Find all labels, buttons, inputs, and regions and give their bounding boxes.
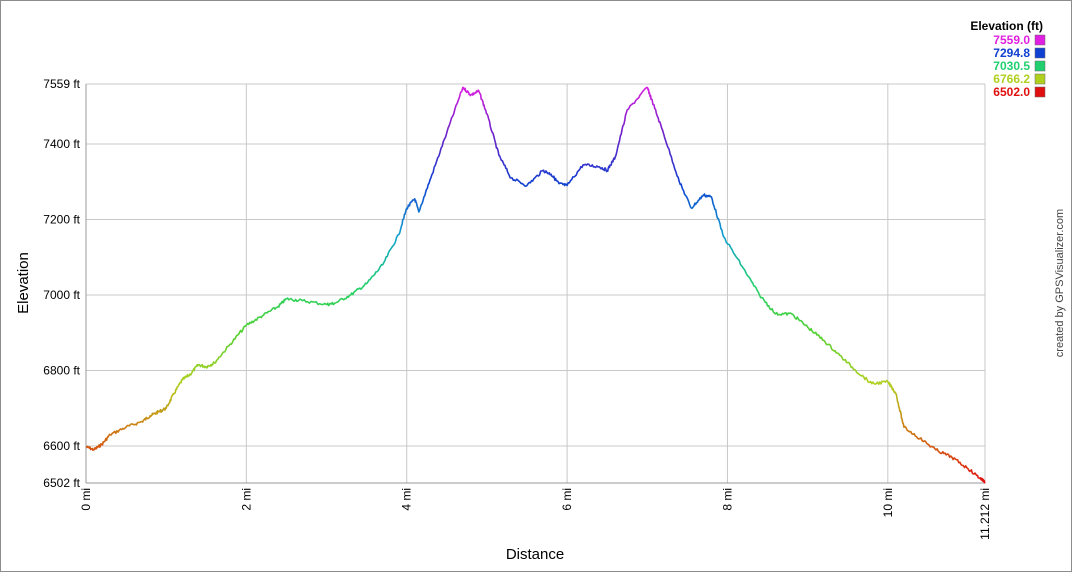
x-tick-label: 11.212 mi: [978, 488, 992, 540]
y-tick-label: 6502 ft: [43, 476, 80, 490]
y-tick-label: 7559 ft: [43, 77, 80, 91]
credit-text: created by GPSVisualizer.com: [1054, 209, 1066, 357]
y-tick-label: 7200 ft: [43, 213, 80, 227]
y-axis-ticks: 7559 ft 7400 ft 7200 ft 7000 ft 6800 ft 6600 …: [43, 77, 80, 490]
x-tick-label: 8 mi: [720, 488, 734, 511]
legend-swatch: [1034, 34, 1046, 46]
legend-swatch: [1034, 73, 1046, 85]
x-axis-title: Distance: [506, 546, 564, 563]
y-tick-label: 7400 ft: [43, 137, 80, 151]
legend-title: Elevation (ft): [970, 19, 1043, 33]
series-layer: [85, 86, 986, 484]
y-tick-label: 6600 ft: [43, 439, 80, 453]
x-tick-label: 4 mi: [400, 488, 414, 511]
x-tick-label: 0 mi: [79, 488, 93, 511]
legend-entry-label: 6502.0: [993, 85, 1030, 99]
legend-swatch: [1034, 60, 1046, 72]
plot-area: [85, 84, 985, 484]
legend-swatch: [1034, 47, 1046, 59]
legend-entry-label: 6766.2: [993, 72, 1030, 86]
legend-entry-label: 7030.5: [993, 59, 1030, 73]
legend: Elevation (ft) 7559.07294.87030.56766.26…: [970, 19, 1046, 99]
y-tick-label: 6800 ft: [43, 364, 80, 378]
elevation-line: [85, 86, 986, 484]
x-axis-ticks: 0 mi 2 mi 4 mi 6 mi 8 mi 10 mi 11.212 mi: [79, 488, 992, 540]
legend-entry-label: 7294.8: [993, 46, 1030, 60]
x-tick-label: 2 mi: [239, 488, 253, 511]
legend-swatch: [1034, 86, 1046, 98]
y-axis-title: Elevation: [15, 252, 32, 314]
x-tick-label: 6 mi: [560, 488, 574, 511]
grid: [85, 83, 986, 484]
legend-entry-label: 7559.0: [993, 33, 1030, 47]
y-tick-label: 7000 ft: [43, 288, 80, 302]
x-tick-label: 10 mi: [881, 488, 895, 517]
